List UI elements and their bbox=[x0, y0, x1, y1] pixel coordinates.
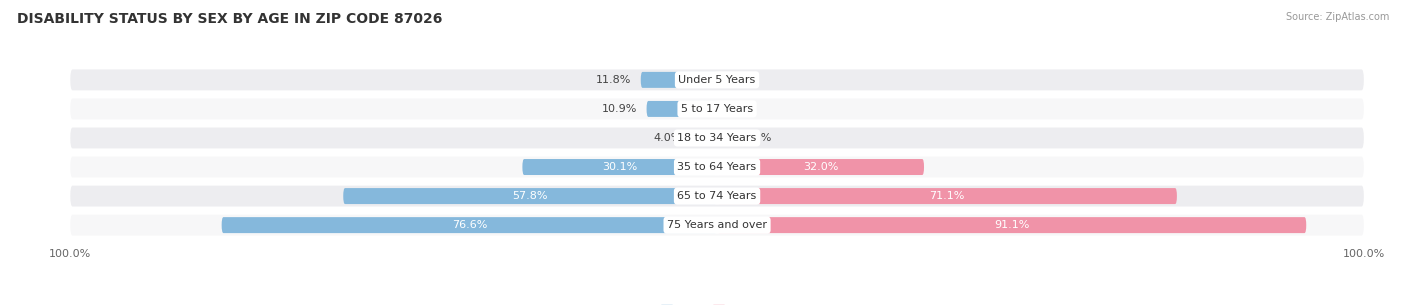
FancyBboxPatch shape bbox=[70, 186, 1364, 206]
Text: 57.8%: 57.8% bbox=[512, 191, 548, 201]
Text: 75 Years and over: 75 Years and over bbox=[666, 220, 768, 230]
Text: 65 to 74 Years: 65 to 74 Years bbox=[678, 191, 756, 201]
Text: 0.0%: 0.0% bbox=[727, 104, 755, 114]
Text: 2.6%: 2.6% bbox=[744, 133, 772, 143]
FancyBboxPatch shape bbox=[717, 159, 924, 175]
Text: 4.0%: 4.0% bbox=[654, 133, 682, 143]
FancyBboxPatch shape bbox=[647, 101, 717, 117]
FancyBboxPatch shape bbox=[692, 130, 717, 146]
Text: 11.8%: 11.8% bbox=[596, 75, 631, 85]
FancyBboxPatch shape bbox=[717, 188, 1177, 204]
FancyBboxPatch shape bbox=[70, 156, 1364, 178]
FancyBboxPatch shape bbox=[717, 130, 734, 146]
Text: DISABILITY STATUS BY SEX BY AGE IN ZIP CODE 87026: DISABILITY STATUS BY SEX BY AGE IN ZIP C… bbox=[17, 12, 443, 26]
FancyBboxPatch shape bbox=[717, 217, 1306, 233]
FancyBboxPatch shape bbox=[70, 70, 1364, 90]
FancyBboxPatch shape bbox=[523, 159, 717, 175]
Text: 32.0%: 32.0% bbox=[803, 162, 838, 172]
Text: 0.0%: 0.0% bbox=[727, 75, 755, 85]
FancyBboxPatch shape bbox=[70, 215, 1364, 235]
Text: 18 to 34 Years: 18 to 34 Years bbox=[678, 133, 756, 143]
FancyBboxPatch shape bbox=[70, 99, 1364, 119]
Text: Source: ZipAtlas.com: Source: ZipAtlas.com bbox=[1285, 12, 1389, 22]
Text: 71.1%: 71.1% bbox=[929, 191, 965, 201]
Text: 5 to 17 Years: 5 to 17 Years bbox=[681, 104, 754, 114]
Text: 30.1%: 30.1% bbox=[602, 162, 637, 172]
FancyBboxPatch shape bbox=[222, 217, 717, 233]
Text: 91.1%: 91.1% bbox=[994, 220, 1029, 230]
Text: 10.9%: 10.9% bbox=[602, 104, 637, 114]
Text: 35 to 64 Years: 35 to 64 Years bbox=[678, 162, 756, 172]
FancyBboxPatch shape bbox=[70, 127, 1364, 149]
FancyBboxPatch shape bbox=[641, 72, 717, 88]
Text: Under 5 Years: Under 5 Years bbox=[679, 75, 755, 85]
Text: 76.6%: 76.6% bbox=[451, 220, 486, 230]
FancyBboxPatch shape bbox=[343, 188, 717, 204]
